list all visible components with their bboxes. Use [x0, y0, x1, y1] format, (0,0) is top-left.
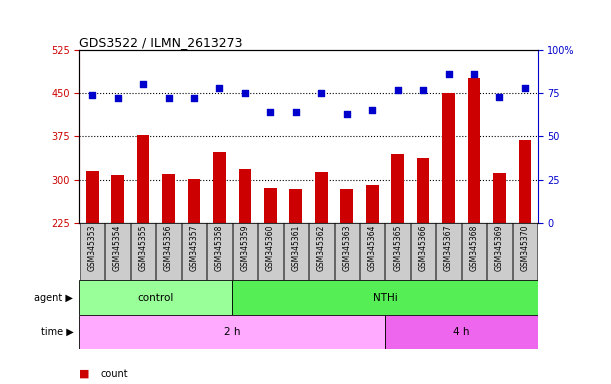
- Bar: [309, 223, 334, 280]
- Text: GSM345360: GSM345360: [266, 224, 275, 271]
- Bar: [519, 140, 532, 223]
- Bar: [334, 223, 359, 280]
- Bar: [238, 169, 251, 223]
- Text: GSM345368: GSM345368: [469, 224, 478, 271]
- Bar: [493, 173, 506, 223]
- Point: [342, 111, 351, 117]
- Point: [495, 94, 505, 100]
- Bar: [79, 315, 385, 349]
- Text: 4 h: 4 h: [453, 327, 470, 337]
- Point: [240, 90, 250, 96]
- Text: GSM345369: GSM345369: [495, 224, 504, 271]
- Bar: [385, 315, 538, 349]
- Bar: [340, 189, 353, 223]
- Bar: [131, 223, 155, 280]
- Bar: [162, 174, 175, 223]
- Bar: [391, 154, 404, 223]
- Text: GSM345359: GSM345359: [240, 224, 249, 271]
- Text: GSM345355: GSM345355: [139, 224, 148, 271]
- Point: [164, 95, 174, 101]
- Bar: [366, 185, 379, 223]
- Text: GSM345367: GSM345367: [444, 224, 453, 271]
- Text: time ▶: time ▶: [40, 327, 73, 337]
- Text: GSM345357: GSM345357: [189, 224, 199, 271]
- Bar: [386, 223, 410, 280]
- Point: [87, 92, 97, 98]
- Bar: [182, 223, 206, 280]
- Text: control: control: [137, 293, 174, 303]
- Bar: [315, 172, 327, 223]
- Bar: [207, 223, 232, 280]
- Bar: [111, 175, 124, 223]
- Bar: [79, 280, 232, 315]
- Bar: [487, 223, 511, 280]
- Bar: [462, 223, 486, 280]
- Text: count: count: [101, 369, 128, 379]
- Text: GSM345364: GSM345364: [368, 224, 377, 271]
- Bar: [467, 78, 480, 223]
- Bar: [137, 135, 150, 223]
- Text: GSM345363: GSM345363: [342, 224, 351, 271]
- Bar: [105, 223, 130, 280]
- Text: GSM345370: GSM345370: [521, 224, 530, 271]
- Point: [520, 85, 530, 91]
- Text: ■: ■: [79, 369, 90, 379]
- Point: [112, 95, 122, 101]
- Text: GDS3522 / ILMN_2613273: GDS3522 / ILMN_2613273: [79, 36, 243, 49]
- Point: [291, 109, 301, 115]
- Point: [469, 71, 479, 77]
- Bar: [284, 223, 308, 280]
- Point: [265, 109, 275, 115]
- Bar: [360, 223, 384, 280]
- Bar: [232, 280, 538, 315]
- Bar: [436, 223, 461, 280]
- Text: GSM345362: GSM345362: [316, 224, 326, 271]
- Point: [418, 87, 428, 93]
- Bar: [80, 223, 104, 280]
- Text: GSM345361: GSM345361: [291, 224, 301, 271]
- Bar: [513, 223, 537, 280]
- Bar: [411, 223, 435, 280]
- Point: [214, 85, 224, 91]
- Text: NTHi: NTHi: [373, 293, 397, 303]
- Bar: [417, 158, 430, 223]
- Text: GSM345353: GSM345353: [87, 224, 97, 271]
- Point: [316, 90, 326, 96]
- Bar: [264, 188, 277, 223]
- Bar: [156, 223, 181, 280]
- Bar: [442, 93, 455, 223]
- Text: GSM345358: GSM345358: [215, 224, 224, 271]
- Bar: [290, 189, 302, 223]
- Bar: [86, 171, 98, 223]
- Text: GSM345354: GSM345354: [113, 224, 122, 271]
- Text: agent ▶: agent ▶: [34, 293, 73, 303]
- Bar: [258, 223, 282, 280]
- Bar: [188, 179, 200, 223]
- Point: [138, 81, 148, 88]
- Text: GSM345366: GSM345366: [419, 224, 428, 271]
- Bar: [233, 223, 257, 280]
- Point: [444, 71, 453, 77]
- Text: GSM345365: GSM345365: [393, 224, 402, 271]
- Point: [189, 95, 199, 101]
- Text: 2 h: 2 h: [224, 327, 241, 337]
- Point: [367, 108, 377, 114]
- Point: [393, 87, 403, 93]
- Text: GSM345356: GSM345356: [164, 224, 173, 271]
- Bar: [213, 152, 226, 223]
